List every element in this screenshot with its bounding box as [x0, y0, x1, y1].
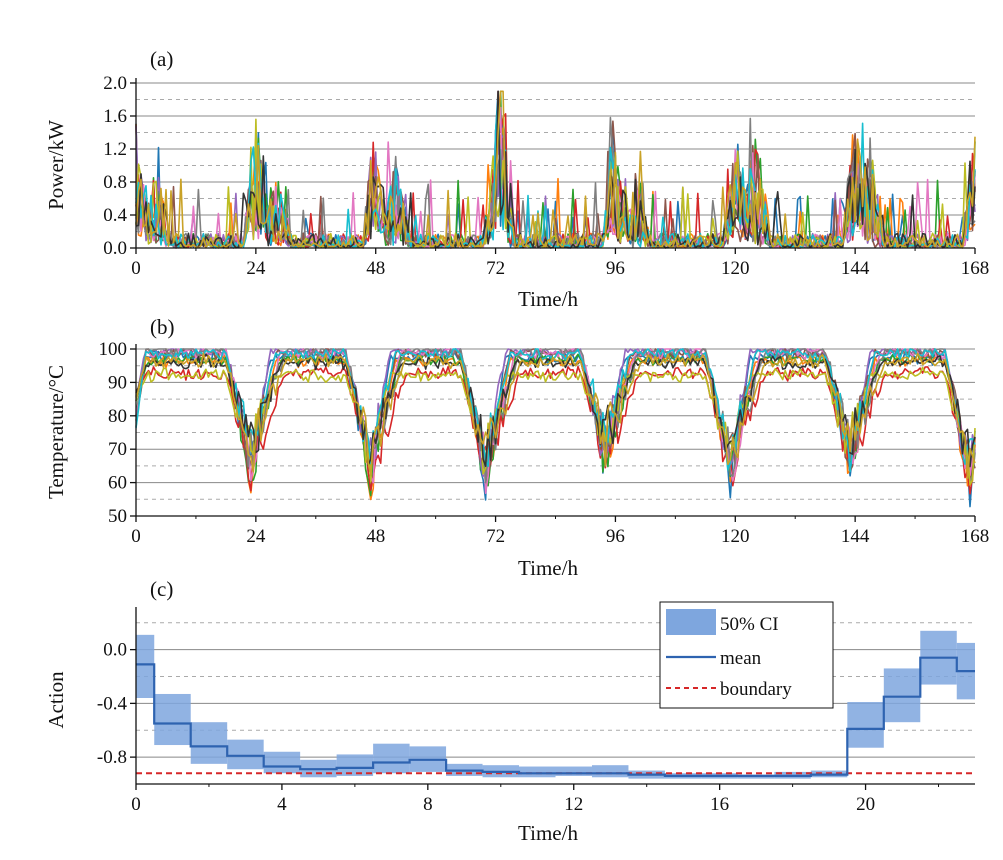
- panel-b-series-line-9: [135, 348, 976, 473]
- panel-a-ytick-label-2: 0.8: [103, 172, 127, 193]
- panel-b-ytick-label-5: 100: [99, 339, 128, 360]
- panel-c-xtick-label-2: 8: [423, 794, 433, 815]
- legend-label-mean: mean: [720, 648, 762, 669]
- panel-a-ytick-label-4: 1.6: [103, 106, 127, 127]
- panel-a-xtick-label-5: 120: [721, 258, 750, 279]
- panel-a-xtick-label-0: 0: [131, 258, 141, 279]
- panel-c-ci-rect-0: [136, 634, 155, 698]
- panel-a-xtick-label-4: 96: [606, 258, 625, 279]
- panel-c-label: (c): [150, 577, 173, 601]
- panel-c-xtick-label-4: 16: [710, 794, 729, 815]
- panel-a-xtick-label-6: 144: [841, 258, 870, 279]
- panel-b-xtick-label-4: 96: [606, 526, 625, 547]
- panel-b-ylabel: Temperature/°C: [44, 365, 68, 499]
- panel-a-ytick-label-5: 2.0: [103, 73, 127, 94]
- panel-c-ci-rect-11: [519, 766, 556, 778]
- legend-label-boundary: boundary: [720, 679, 792, 700]
- panel-b-xtick-label-3: 72: [486, 526, 505, 547]
- panel-c-ci-rect-21: [883, 668, 921, 723]
- panel-c-ci-rect-4: [263, 751, 301, 774]
- panel-c-ytick-label-0: -0.8: [97, 747, 127, 768]
- panel-a-series-line-11: [135, 90, 976, 249]
- panel-c-ci-rect-12: [555, 766, 592, 776]
- legend: 50% CI mean boundary: [659, 601, 834, 709]
- panel-a-ytick-label-0: 0.0: [103, 238, 127, 259]
- panel-c-ci-rect-20: [847, 702, 884, 748]
- panel-a-xtick-label-3: 72: [486, 258, 505, 279]
- panel-c-ci-rect-1: [154, 693, 191, 746]
- panel-a-axes: 0 24 48 72 96 120 144 168 0.0 0.4 0.8 1.2 1.6 2.0: [103, 73, 989, 279]
- panel-b-grid: [136, 348, 975, 500]
- panel-c-ylabel: Action: [44, 671, 68, 729]
- panel-c-xtick-label-3: 12: [564, 794, 583, 815]
- panel-b-xtick-label-2: 48: [366, 526, 385, 547]
- panel-c-xtick-label-1: 4: [277, 794, 287, 815]
- panel-c-ci-rect-3: [227, 739, 264, 770]
- panel-b-ytick-label-2: 70: [108, 439, 127, 460]
- panel-c-ci-rect-6: [336, 754, 374, 776]
- panel-b-series-line-3: [135, 365, 976, 495]
- panel-b-series-line-10: [135, 353, 976, 468]
- panel-b-xtick-label-1: 24: [246, 526, 266, 547]
- panel-a-series-line-5: [135, 93, 976, 249]
- panel-b-xlabel: Time/h: [518, 556, 578, 580]
- panel-c-xlabel: Time/h: [518, 821, 578, 845]
- panel-b-label: (b): [150, 315, 175, 339]
- panel-a-power: (a) Power/kW Time/h 0 24 48 72 96 120 144 168 0.…: [44, 47, 989, 311]
- panel-b-xtick-label-5: 120: [721, 526, 750, 547]
- panel-b-axes: 0 24 48 72 96 120 144 168 50 60 70 80 90 100: [99, 339, 990, 547]
- panel-b-xtick-label-0: 0: [131, 526, 141, 547]
- panel-a-ytick-label-1: 0.4: [103, 205, 127, 226]
- legend-label-ci: 50% CI: [720, 614, 779, 635]
- panel-c-ci-rect-7: [373, 743, 410, 774]
- panel-a-xtick-label-2: 48: [366, 258, 385, 279]
- panel-a-xtick-label-7: 168: [961, 258, 990, 279]
- panel-b-ytick-label-1: 60: [108, 473, 127, 494]
- panel-b-ytick-label-3: 80: [108, 406, 127, 427]
- panel-c-ci-rect-13: [591, 765, 629, 778]
- panel-a-xtick-label-1: 24: [246, 258, 266, 279]
- panel-a-xlabel: Time/h: [518, 287, 578, 311]
- panel-c-xtick-label-0: 0: [131, 794, 141, 815]
- panel-b-xtick-label-6: 144: [841, 526, 870, 547]
- panel-a-series-line-10: [135, 90, 976, 249]
- panel-b-temperature: (b) Temperature/°C Time/h 0 24 48 72 96 120 14…: [44, 315, 989, 580]
- panel-c-xtick-label-5: 20: [856, 794, 875, 815]
- panel-b-xtick-label-7: 168: [961, 526, 990, 547]
- panel-a-series-group: [135, 90, 976, 249]
- panel-c-ytick-label-1: -0.4: [97, 693, 128, 714]
- panel-c-axes: 0 4 8 12 16 20 -0.8 -0.4 0.0: [97, 607, 975, 815]
- panel-a-ytick-label-3: 1.2: [103, 139, 127, 160]
- panel-c-ci-rect-2: [190, 722, 228, 764]
- panel-c-ytick-label-2: 0.0: [103, 640, 127, 661]
- panel-b-series-group: [135, 348, 976, 508]
- panel-c-action: (c) Action Time/h 0 4 8 12 16 20 -0.8 -0.4 0.0 5…: [44, 577, 975, 845]
- panel-b-ytick-label-4: 90: [108, 372, 127, 393]
- panel-c-mean-line: [136, 656, 975, 777]
- panel-a-label: (a): [150, 47, 173, 71]
- legend-swatch-ci: [666, 609, 716, 635]
- panel-b-series-line-8: [135, 366, 976, 486]
- panel-a-ylabel: Power/kW: [44, 120, 68, 210]
- panel-b-series-line-11: [135, 352, 976, 480]
- panel-b-ytick-label-0: 50: [108, 506, 127, 527]
